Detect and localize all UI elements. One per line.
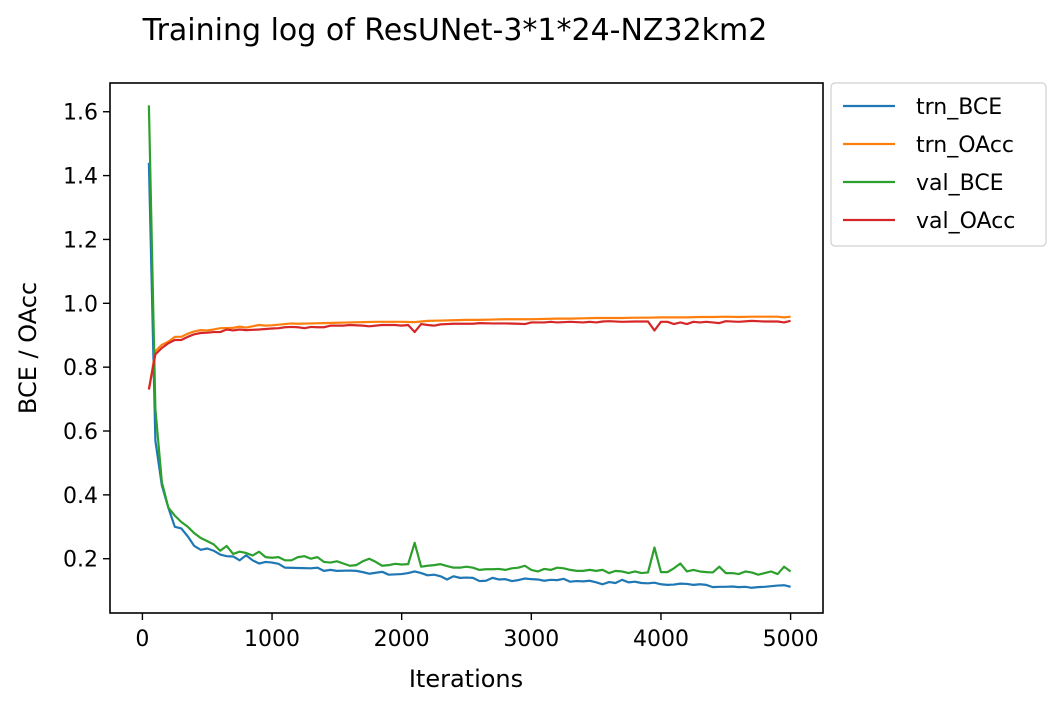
legend-box bbox=[830, 82, 1047, 247]
y-tick-label: 0.4 bbox=[63, 484, 98, 509]
y-axis: 0.2 0.4 0.6 0.8 1.0 1.2 1.4 1.6 bbox=[63, 101, 110, 573]
x-tick-label: 2000 bbox=[374, 627, 430, 652]
legend-label-trn-bce: trn_BCE bbox=[916, 95, 1002, 120]
x-tick-label: 3000 bbox=[503, 627, 559, 652]
series-line-val-oacc bbox=[147, 319, 791, 390]
legend-label-val-bce: val_BCE bbox=[916, 171, 1004, 196]
x-tick-label: 5000 bbox=[763, 627, 819, 652]
x-axis: 0 1000 2000 3000 4000 5000 bbox=[135, 613, 819, 652]
y-tick-label: 1.0 bbox=[63, 292, 98, 317]
y-tick-label: 1.6 bbox=[63, 101, 98, 126]
y-tick-label: 0.8 bbox=[63, 356, 98, 381]
x-tick-label: 0 bbox=[135, 627, 149, 652]
series-line-trn-bce bbox=[147, 162, 791, 589]
legend: trn_BCE trn_OAcc val_BCE val_OAcc bbox=[830, 82, 1047, 247]
plot-lines bbox=[147, 105, 792, 589]
chart-title: Training log of ResUNet-3*1*24-NZ32km2 bbox=[142, 13, 768, 48]
plot-frame bbox=[109, 82, 824, 614]
series-line-trn-oacc bbox=[147, 315, 791, 390]
y-tick-label: 0.6 bbox=[63, 420, 98, 445]
y-tick-label: 0.2 bbox=[63, 548, 98, 573]
y-axis-label: BCE / OAcc bbox=[14, 282, 42, 414]
series-line-val-bce bbox=[147, 105, 792, 576]
y-tick-label: 1.2 bbox=[63, 228, 98, 253]
x-tick-label: 1000 bbox=[244, 627, 300, 652]
legend-label-val-oacc: val_OAcc bbox=[916, 209, 1015, 234]
x-tick-label: 4000 bbox=[633, 627, 689, 652]
x-axis-label: Iterations bbox=[409, 665, 523, 693]
legend-label-trn-oacc: trn_OAcc bbox=[916, 133, 1014, 158]
y-tick-label: 1.4 bbox=[63, 165, 98, 190]
